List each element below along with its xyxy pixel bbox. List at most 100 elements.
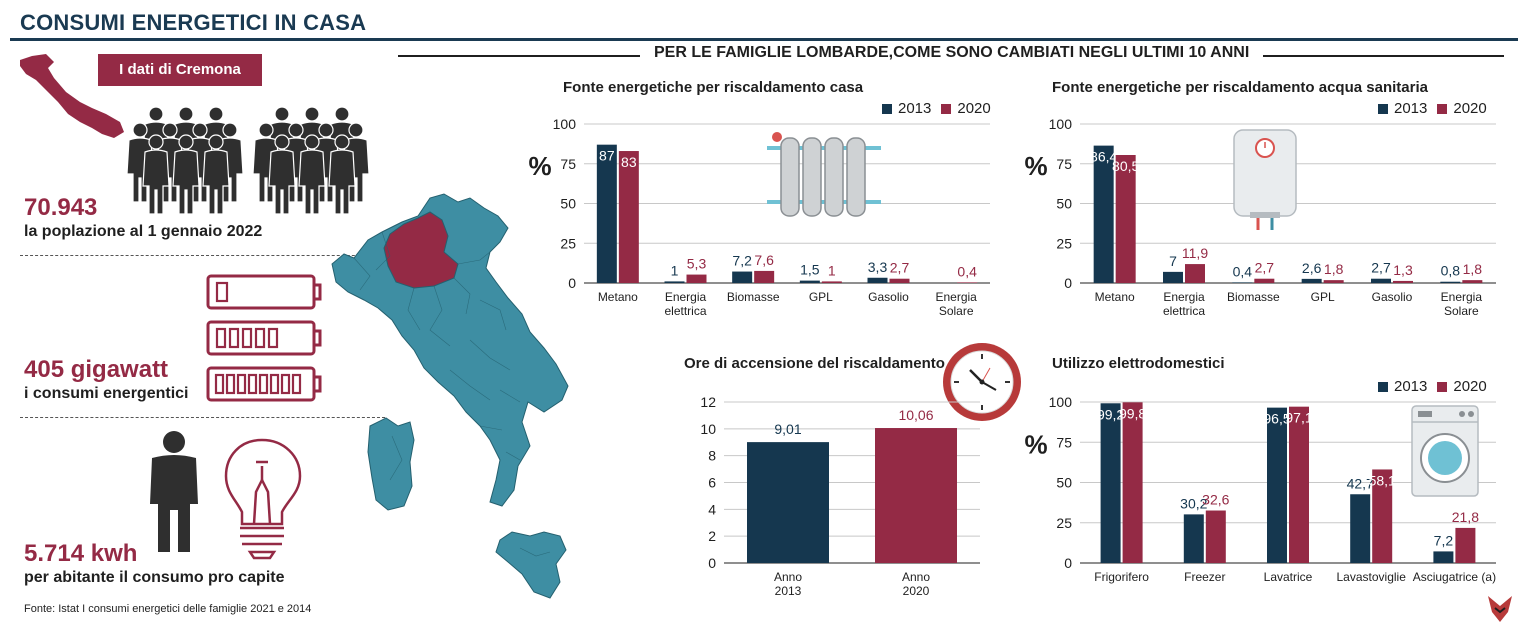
subtitle: PER LE FAMIGLIE LOMBARDE,COME SONO CAMBI…: [640, 44, 1264, 62]
data-label: 87: [599, 148, 615, 164]
source-note: Fonte: Istat I consumi energetici delle …: [24, 603, 312, 615]
data-label: 2,7: [1371, 260, 1391, 276]
y-tick-label: 75: [1056, 434, 1072, 450]
x-tick-label: Gasolio: [868, 290, 909, 304]
data-label: 1,3: [1393, 262, 1413, 278]
legend-swatch-2013: [882, 103, 892, 114]
legend-swatch-2020: [1437, 103, 1448, 114]
bar-2013: [1163, 271, 1183, 283]
data-label: 7,2: [1434, 532, 1454, 548]
bar-2020: [1289, 406, 1309, 563]
data-label: 30,2: [1180, 495, 1207, 511]
person-icon: [150, 431, 198, 552]
bar-2020: [1462, 280, 1483, 283]
x-tick-label: Lavastoviglie: [1337, 570, 1407, 584]
data-label: 1: [828, 262, 836, 278]
data-label: 1: [671, 262, 679, 278]
bar-2020: [1254, 278, 1275, 283]
bar-2013: [732, 271, 753, 283]
data-label: 58,1: [1369, 472, 1396, 488]
bar-2020: [1115, 155, 1136, 283]
chart-title: Fonte energetiche per riscaldamento acqu…: [1052, 79, 1428, 96]
bar-2013: [1183, 514, 1204, 563]
bar: [875, 428, 957, 563]
y-tick-label: 100: [1049, 116, 1073, 132]
population-label: la poplazione al 1 gennaio 2022: [24, 223, 263, 240]
data-label: 0,4: [1233, 263, 1253, 279]
y-tick-label: 0: [708, 555, 716, 571]
bar-2020: [1372, 469, 1393, 563]
data-label: 1,5: [800, 262, 820, 278]
data-label: 99,8: [1119, 405, 1146, 421]
y-tick-label: 100: [553, 116, 577, 132]
y-tick-label: 6: [708, 475, 716, 491]
bar-2013: [799, 280, 820, 283]
y-axis-label: %: [1024, 151, 1047, 181]
x-tick-label: Solare: [1444, 304, 1479, 318]
y-tick-label: 100: [1049, 394, 1073, 410]
bar-2013: [1267, 407, 1287, 563]
x-tick-label: Energia: [665, 290, 707, 304]
bar-2020: [1205, 510, 1226, 563]
legend-label-2013: 2013: [898, 100, 932, 117]
italy-map: [331, 193, 569, 599]
data-label: 10,06: [898, 407, 933, 423]
x-tick-label: Gasolio: [1372, 290, 1413, 304]
energy-value: 405 gigawatt: [24, 356, 169, 383]
bar-2020: [1455, 527, 1476, 563]
y-tick-label: 50: [560, 196, 576, 212]
x-tick-label: Asciugatrice (a): [1413, 570, 1496, 584]
data-label: 7,2: [732, 253, 752, 269]
y-axis-label: %: [1024, 430, 1047, 460]
divider: [20, 417, 385, 418]
per-capita-value: 5.714 kwh: [24, 540, 138, 567]
data-label: 42,7: [1347, 475, 1374, 491]
logo-icon: [1488, 596, 1512, 622]
legend-swatch-2013: [1378, 381, 1388, 392]
data-label: 97,1: [1285, 410, 1312, 426]
chart-elettrodomestici: 0 25 50 75 100% 99,299,8 Frigorifero 30,232,6 Fr…: [1024, 394, 1496, 584]
chart-legend: 2013 2020: [882, 100, 991, 117]
x-tick-label: Anno: [774, 570, 802, 584]
data-label: 2,7: [1255, 260, 1275, 276]
x-tick-label: elettrica: [664, 304, 706, 318]
bar-2013: [867, 277, 888, 283]
legend-swatch-2020: [941, 103, 952, 114]
x-tick-label: GPL: [809, 290, 833, 304]
battery-icon: [206, 274, 322, 402]
divider: [20, 255, 385, 256]
y-tick-label: 0: [1064, 555, 1072, 571]
per-capita-label: per abitante il consumo pro capite: [24, 569, 285, 586]
y-tick-label: 12: [700, 394, 716, 410]
x-tick-label: Metano: [1095, 290, 1135, 304]
y-axis-label: %: [528, 151, 551, 181]
data-label: 21,8: [1452, 509, 1479, 525]
chart-title: Utilizzo elettrodomestici: [1052, 355, 1225, 372]
bar-2013: [1100, 403, 1121, 563]
bar-2013: [1350, 494, 1371, 563]
y-tick-label: 75: [1056, 156, 1072, 172]
x-tick-label: Freezer: [1184, 570, 1225, 584]
x-tick-label: Solare: [939, 304, 974, 318]
y-tick-label: 0: [568, 275, 576, 291]
y-tick-label: 50: [1056, 475, 1072, 491]
bar-2013: [596, 144, 617, 283]
x-tick-label: Biomasse: [727, 290, 780, 304]
y-tick-label: 25: [560, 235, 576, 251]
data-label: 86,4: [1090, 149, 1117, 165]
legend-swatch-2013: [1378, 103, 1388, 114]
water-heater-icon: [1233, 129, 1297, 230]
italy-silhouette-icon: [20, 54, 124, 138]
page-title: CONSUMI ENERGETICI IN CASA: [20, 10, 367, 35]
data-label: 0,8: [1441, 263, 1461, 279]
x-tick-label: Frigorifero: [1094, 570, 1149, 584]
data-label: 99,2: [1097, 406, 1124, 422]
y-tick-label: 4: [708, 501, 716, 517]
data-label: 3,3: [868, 259, 888, 275]
bar-2020: [1185, 264, 1205, 283]
x-tick-label: Anno: [902, 570, 930, 584]
data-label: 7: [1169, 253, 1177, 269]
data-label: 96,5: [1263, 411, 1290, 427]
legend-label-2013: 2013: [1394, 100, 1428, 117]
